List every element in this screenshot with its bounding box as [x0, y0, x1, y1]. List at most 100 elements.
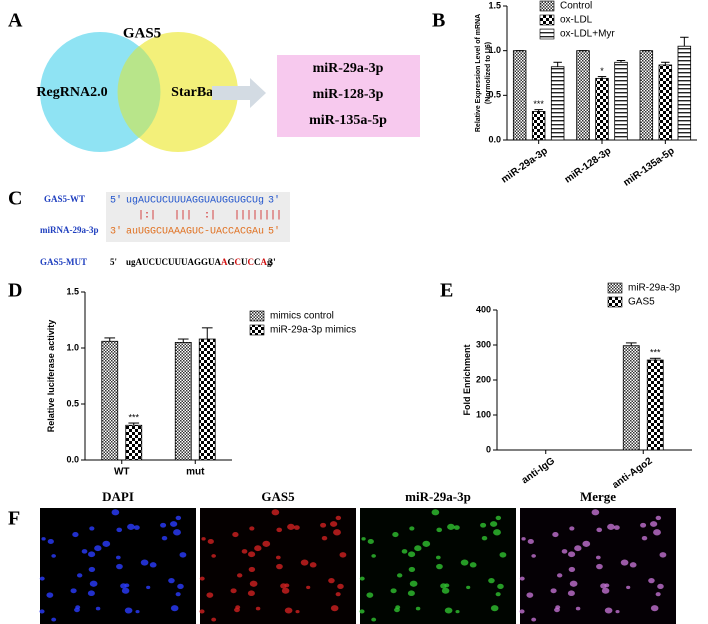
y-tick-label: 1.0	[66, 342, 79, 352]
cell	[567, 590, 575, 597]
bar	[125, 424, 143, 461]
seq-end: 3'	[268, 195, 280, 207]
cell	[206, 592, 214, 598]
cell	[116, 527, 123, 533]
cell	[641, 535, 648, 541]
cell	[436, 563, 443, 570]
seq-end: 3'	[268, 257, 276, 268]
seq-segment: g	[267, 257, 272, 267]
cell	[568, 566, 576, 573]
cell	[469, 562, 477, 568]
legend-label: miR-29a-3p mimics	[270, 325, 356, 336]
cell	[659, 552, 667, 558]
cell	[409, 580, 418, 587]
legend-label: miR-29a-3p	[628, 283, 681, 294]
cell	[70, 588, 77, 594]
x-tick-label: miR-128-3p	[563, 146, 613, 186]
cell	[262, 540, 271, 547]
cell	[199, 576, 205, 581]
cell	[422, 540, 431, 547]
cell	[620, 559, 629, 566]
venn-title: GAS5	[123, 25, 161, 41]
panel-letter: B	[432, 10, 445, 32]
seq-segment: A	[261, 257, 268, 267]
seq-label: GAS5-WT	[44, 194, 85, 204]
cell	[466, 585, 471, 590]
cell	[127, 523, 135, 530]
cell	[135, 609, 140, 614]
cell	[168, 577, 175, 584]
seq-end: 5'	[110, 195, 122, 207]
cell	[601, 587, 610, 594]
seq-end: 3'	[110, 226, 122, 238]
bar	[550, 66, 565, 141]
bar	[174, 341, 192, 461]
cell	[655, 592, 661, 597]
cell	[235, 605, 241, 610]
cell	[526, 592, 534, 598]
cell	[653, 529, 661, 536]
seq-label: GAS5-MUT	[40, 257, 87, 267]
cell	[39, 576, 45, 581]
cell	[371, 617, 377, 622]
seq-segment: U	[241, 257, 248, 267]
image-label: Merge	[580, 489, 616, 504]
cell	[276, 527, 283, 533]
cell	[407, 590, 415, 597]
cell	[177, 583, 184, 589]
y-axis-label-line: Relative Expression Level of mRNA	[475, 14, 482, 132]
panel-letter: E	[440, 280, 453, 302]
cell	[275, 555, 281, 560]
y-tick-label: 400	[476, 304, 491, 314]
cell	[116, 563, 123, 570]
cell	[604, 583, 610, 588]
seq-segment: G	[228, 257, 235, 267]
cell	[339, 552, 347, 558]
cell	[232, 532, 239, 538]
cell	[271, 509, 280, 516]
legend-swatch	[249, 324, 265, 336]
cell	[333, 529, 341, 536]
legend-label: mimics control	[270, 311, 334, 322]
cell	[367, 539, 374, 545]
cell	[481, 535, 488, 541]
cell	[199, 609, 205, 614]
cell	[436, 527, 443, 533]
cell	[249, 526, 255, 531]
legend-swatch	[249, 310, 265, 322]
y-tick-label: 200	[476, 374, 491, 384]
cell	[629, 562, 637, 568]
cell	[552, 532, 559, 538]
seq-end: 5'	[268, 226, 280, 238]
alignment-box	[106, 192, 290, 242]
result-item: miR-135a-5p	[309, 113, 387, 128]
legend-swatch	[607, 282, 623, 294]
y-axis-label-line: Relative luciferase activity	[46, 320, 56, 433]
bar	[101, 340, 119, 461]
significance: *	[600, 66, 604, 76]
cell	[254, 545, 262, 552]
cell	[95, 606, 101, 611]
cell	[160, 522, 167, 528]
cell	[146, 585, 151, 590]
cell	[444, 607, 453, 614]
cell	[75, 605, 81, 610]
seq-segment: ugAUCUCUUUAGGUA	[126, 257, 222, 267]
cell	[124, 583, 130, 588]
cell	[170, 605, 179, 612]
seq-segment: A	[221, 257, 228, 267]
seq-segment: C	[254, 257, 261, 267]
venn-set: RegRNA2.0	[36, 85, 107, 100]
seq-end: 5'	[110, 257, 117, 267]
y-tick-label: 1.0	[488, 45, 501, 55]
cell	[179, 552, 187, 558]
legend-swatch	[539, 0, 555, 12]
cell	[495, 515, 502, 521]
sequence: ugAUCUCUUUAGGUAUGGUGCUg	[126, 196, 264, 207]
bar	[576, 50, 590, 141]
cell	[337, 583, 344, 589]
y-tick-label: 0.0	[488, 134, 501, 144]
cell	[431, 509, 440, 516]
cell	[300, 559, 309, 566]
